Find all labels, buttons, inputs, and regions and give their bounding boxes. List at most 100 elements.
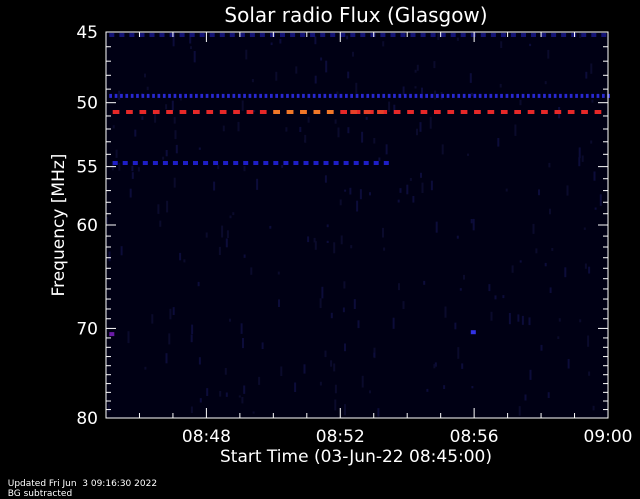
noise-streak <box>591 99 594 103</box>
noise-streak <box>120 246 123 256</box>
noise-streak <box>154 112 157 123</box>
band-segment <box>505 93 509 98</box>
noise-streak <box>252 411 255 414</box>
band-segment <box>109 33 115 37</box>
noise-streak <box>173 117 176 124</box>
band-segment <box>112 161 118 165</box>
band-segment <box>330 33 336 37</box>
noise-streak <box>461 363 464 369</box>
noise-streak <box>557 336 560 339</box>
noise-streak <box>434 362 437 367</box>
noise-streak <box>385 144 388 155</box>
band-segment <box>119 33 125 37</box>
noise-streak <box>174 130 177 140</box>
band-segment <box>410 33 416 37</box>
band-segment <box>109 93 112 98</box>
noise-streak <box>583 227 586 230</box>
band-segment <box>130 93 134 98</box>
noise-streak <box>251 79 254 83</box>
band-segment <box>152 161 158 165</box>
noise-streak <box>217 165 220 170</box>
noise-streak <box>581 155 584 162</box>
noise-streak <box>549 208 551 215</box>
noise-streak <box>599 194 602 206</box>
band-segment <box>430 93 434 98</box>
noise-streak <box>373 138 376 144</box>
noise-streak <box>326 240 329 243</box>
noise-streak <box>588 266 591 274</box>
noise-streak <box>190 406 193 413</box>
band-segment <box>312 93 316 98</box>
band-segment <box>480 33 486 37</box>
band-segment <box>564 93 568 98</box>
band-segment <box>232 93 236 98</box>
noise-streak <box>314 75 317 84</box>
noise-streak <box>361 375 364 388</box>
band-segment <box>434 110 441 114</box>
band-segment <box>371 93 375 98</box>
band-segment <box>543 93 546 98</box>
band-segment <box>446 93 450 98</box>
band-segment <box>541 110 548 114</box>
band-segment <box>363 161 369 165</box>
hot-segment <box>363 110 371 114</box>
band-segment <box>457 93 461 98</box>
band-segment <box>323 161 329 165</box>
noise-streak <box>344 343 346 352</box>
noise-streak <box>457 347 460 359</box>
noise-streak <box>472 218 475 231</box>
noise-streak <box>538 189 540 196</box>
noise-streak <box>469 73 472 83</box>
noise-streak <box>319 298 322 308</box>
band-segment <box>569 93 573 98</box>
band-segment <box>383 161 389 165</box>
band-segment <box>537 93 541 98</box>
band-segment <box>425 93 428 98</box>
band-segment <box>328 93 332 98</box>
band-segment <box>500 93 503 98</box>
band-segment <box>166 110 173 114</box>
noise-streak <box>206 388 209 396</box>
noise-streak <box>285 127 288 132</box>
band-segment <box>541 33 547 37</box>
band-segment <box>567 110 575 114</box>
noise-streak <box>346 35 349 40</box>
band-segment <box>122 161 128 165</box>
noise-streak <box>269 225 272 229</box>
band-segment <box>559 93 562 98</box>
noise-streak <box>218 246 221 255</box>
band-segment <box>400 33 406 37</box>
band-segment <box>548 93 552 98</box>
noise-streak <box>225 238 228 248</box>
noise-streak <box>549 287 552 293</box>
band-segment <box>233 110 240 114</box>
band-segment <box>323 93 327 98</box>
noise-streak <box>115 149 118 158</box>
band-segment <box>195 93 198 98</box>
noise-streak <box>399 188 402 193</box>
noise-streak <box>519 99 522 106</box>
band-segment <box>532 93 536 98</box>
noise-streak <box>500 41 503 48</box>
band-segment <box>521 93 525 98</box>
band-segment <box>334 93 337 98</box>
noise-streak <box>277 271 280 275</box>
band-segment <box>441 93 444 98</box>
band-segment <box>468 93 471 98</box>
noise-streak <box>459 288 462 291</box>
noise-streak <box>434 90 437 100</box>
noise-streak <box>307 116 310 123</box>
band-segment <box>596 93 600 98</box>
noise-streak <box>313 237 316 243</box>
noise-streak <box>488 284 491 292</box>
noise-streak <box>593 171 596 181</box>
band-segment <box>350 33 356 37</box>
noise-streak <box>594 207 597 210</box>
band-segment <box>211 93 214 98</box>
noise-streak <box>529 43 532 47</box>
noise-streak <box>558 318 561 322</box>
band-segment <box>474 110 481 114</box>
x-tick-label: 08:56 <box>450 427 499 447</box>
band-segment <box>141 93 145 98</box>
hot-segment <box>300 110 307 114</box>
